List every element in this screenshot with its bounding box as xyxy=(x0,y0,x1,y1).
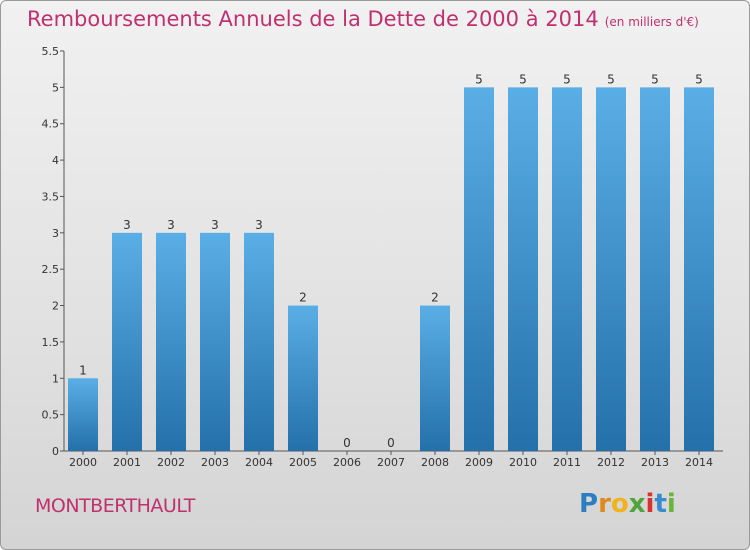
data-label: 5 xyxy=(519,72,527,86)
data-label: 1 xyxy=(79,363,87,377)
x-tick-label: 2011 xyxy=(553,456,581,469)
bar xyxy=(68,378,98,451)
bar xyxy=(288,305,318,451)
proxiti-logo: Proxiti xyxy=(579,489,676,519)
x-tick-label: 2002 xyxy=(157,456,185,469)
data-label: 3 xyxy=(255,218,263,232)
y-tick-label: 0.5 xyxy=(42,409,60,422)
bar xyxy=(464,87,494,451)
bar xyxy=(420,305,450,451)
title-unit: (en milliers d'€) xyxy=(604,15,699,29)
data-label: 5 xyxy=(651,72,659,86)
y-tick-label: 2 xyxy=(52,300,59,313)
data-label: 0 xyxy=(387,436,395,450)
data-label: 0 xyxy=(343,436,351,450)
data-label: 3 xyxy=(123,218,131,232)
x-tick-label: 2012 xyxy=(597,456,625,469)
data-label: 5 xyxy=(607,72,615,86)
y-tick-label: 3.5 xyxy=(42,190,60,203)
x-tick-label: 2009 xyxy=(465,456,493,469)
y-tick-label: 1.5 xyxy=(42,336,60,349)
town-name: MONTBERTHAULT xyxy=(35,495,195,517)
bar xyxy=(508,87,538,451)
data-label: 2 xyxy=(431,291,439,305)
y-tick-label: 3 xyxy=(52,227,59,240)
x-tick-label: 2007 xyxy=(377,456,405,469)
x-tick-label: 2013 xyxy=(641,456,669,469)
bar xyxy=(200,232,230,451)
bars xyxy=(68,87,714,451)
bar xyxy=(596,87,626,451)
y-tick-label: 1 xyxy=(52,372,59,385)
x-tick-label: 2008 xyxy=(421,456,449,469)
bar xyxy=(640,87,670,451)
y-tick-label: 2.5 xyxy=(42,263,60,276)
x-tick-label: 2010 xyxy=(509,456,537,469)
x-tick-label: 2014 xyxy=(685,456,713,469)
y-tick-label: 4 xyxy=(52,154,59,167)
x-tick-label: 2000 xyxy=(69,456,97,469)
data-label: 3 xyxy=(167,218,175,232)
y-tick-label: 5 xyxy=(52,81,59,94)
x-tick-label: 2004 xyxy=(245,456,273,469)
y-tick-label: 5.5 xyxy=(42,45,60,58)
data-label: 3 xyxy=(211,218,219,232)
x-tick-label: 2005 xyxy=(289,456,317,469)
x-tick-label: 2001 xyxy=(113,456,141,469)
y-tick-label: 4.5 xyxy=(42,118,60,131)
bar xyxy=(244,232,274,451)
data-label: 5 xyxy=(563,72,571,86)
bar xyxy=(684,87,714,451)
title-text: Remboursements Annuels de la Dette de 20… xyxy=(27,7,599,31)
x-tick-label: 2003 xyxy=(201,456,229,469)
x-tick-label: 2006 xyxy=(333,456,361,469)
data-label: 5 xyxy=(695,72,703,86)
data-label: 2 xyxy=(299,291,307,305)
chart-title: Remboursements Annuels de la Dette de 20… xyxy=(27,7,699,31)
bar xyxy=(156,232,186,451)
bar xyxy=(552,87,582,451)
y-tick-label: 0 xyxy=(52,445,59,458)
data-label: 5 xyxy=(475,72,483,86)
value-labels: 1 3 3 3 3 2 0 0 2 5 5 5 5 5 5 xyxy=(79,72,703,450)
bar xyxy=(112,232,142,451)
